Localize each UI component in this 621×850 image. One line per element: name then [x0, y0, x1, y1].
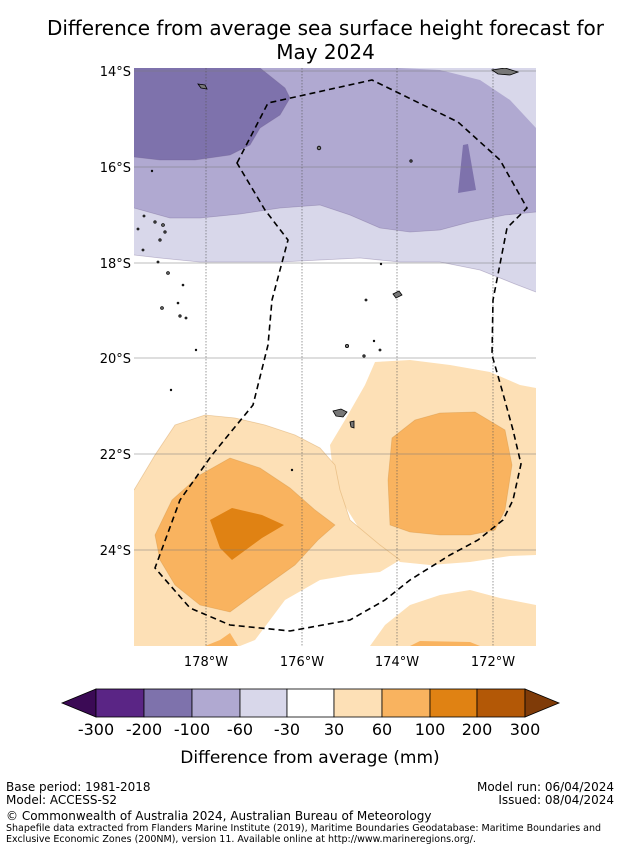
lon-label-178w: 178°W	[184, 655, 228, 670]
colorbar-tick: -200	[126, 720, 162, 739]
colorbar	[60, 688, 561, 718]
colorbar-segment-pos30	[333, 688, 383, 718]
island-tongatapu	[332, 408, 348, 418]
colorbar-segment-pos60	[381, 688, 431, 718]
lat-label-20s: 20°S	[100, 352, 131, 367]
lat-label-22s: 22°S	[100, 448, 131, 463]
contour-pos100	[210, 508, 284, 560]
lat-label-16s: 16°S	[100, 161, 131, 176]
model-name: Model: ACCESS-S2	[6, 793, 118, 807]
lon-label-174w: 174°W	[375, 655, 419, 670]
colorbar-low-extension	[60, 688, 97, 718]
colorbar-tick: 30	[324, 720, 344, 739]
eez-boundary	[154, 79, 528, 632]
footer-right: Model run: 06/04/2024 Issued: 08/04/2024	[477, 781, 614, 807]
lon-label-176w: 176°W	[280, 655, 324, 670]
copyright: © Commonwealth of Australia 2024, Austra…	[6, 809, 432, 823]
shapefile-credit-line-2: Exclusive Economic Zones (200NM), versio…	[6, 834, 476, 845]
colorbar-segment-neg200	[143, 688, 193, 718]
colorbar-segment-neg100	[191, 688, 241, 718]
colorbar-label: Difference from average (mm)	[180, 748, 439, 768]
title-line-2: May 2024	[276, 40, 375, 64]
contour-pos60-south	[205, 633, 238, 646]
colorbar-segment-neg30	[286, 688, 335, 718]
contour-lines-positive	[134, 411, 513, 613]
contour-pos30-south-strip	[410, 641, 480, 646]
colorbar-tick: -30	[274, 720, 300, 739]
latitude-gridlines	[134, 70, 536, 551]
colorbar-tick: 100	[415, 720, 446, 739]
model-run: Model run: 06/04/2024	[476, 780, 614, 794]
colorbar-segment-pos200	[476, 688, 526, 718]
colorbar-segment-neg60	[239, 688, 288, 718]
colorbar-segment-neg300	[95, 688, 145, 718]
footer-left: Base period: 1981-2018 Model: ACCESS-S2	[6, 781, 151, 807]
lat-label-24s: 24°S	[100, 544, 131, 559]
contour-pos30-south	[370, 590, 536, 646]
colorbar-segment-pos100	[429, 688, 478, 718]
shapefile-credit-line-1: Shapefile data extracted from Flanders M…	[6, 823, 602, 834]
base-period: Base period: 1981-2018	[6, 780, 151, 794]
colorbar-high-extension	[524, 688, 561, 718]
issued-date: Issued: 08/04/2024	[498, 793, 614, 807]
colorbar-tick: 200	[462, 720, 493, 739]
island-tonga-north	[197, 83, 208, 90]
contour-pos60-east	[388, 412, 512, 535]
colorbar-tick: 60	[372, 720, 392, 739]
islands	[136, 68, 520, 472]
shapefile-credit: Shapefile data extracted from Flanders M…	[6, 823, 618, 845]
lat-label-18s: 18°S	[100, 257, 131, 272]
colorbar-tick: -300	[78, 720, 114, 739]
lat-label-14s: 14°S	[100, 65, 131, 80]
lon-label-172w: 172°W	[471, 655, 515, 670]
island-niuafoou	[392, 290, 403, 299]
longitude-labels: 178°W 176°W 174°W 172°W	[184, 655, 515, 670]
map-panel	[134, 68, 536, 646]
latitude-labels: 14°S 16°S 18°S 20°S 22°S 24°S	[100, 65, 131, 559]
contour-neg100	[134, 68, 290, 160]
contour-lines	[134, 68, 536, 293]
title-line-1: Difference from average sea surface heig…	[46, 16, 605, 40]
contour-neg100-east	[458, 144, 476, 193]
island-samoa	[490, 68, 520, 76]
chart-title: Difference from average sea surface heig…	[0, 16, 621, 64]
colorbar-ticks: -300 -200 -100 -60 -30 30 60 100 200 300	[78, 720, 540, 739]
colorbar-tick: -100	[174, 720, 210, 739]
colorbar-tick: -60	[227, 720, 253, 739]
colorbar-tick: 300	[510, 720, 541, 739]
